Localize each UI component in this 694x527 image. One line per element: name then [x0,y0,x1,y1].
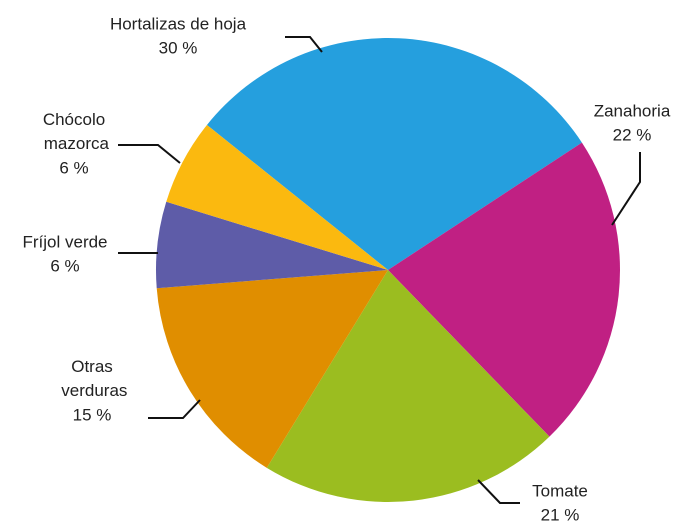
value-label: 6 % [59,158,88,177]
slice-label: Fríjol verde [22,232,107,251]
leader-line [118,144,181,164]
leader-line [611,152,641,226]
label-line: Chócolo [43,110,105,129]
slice-label: Hortalizas de hoja [110,14,247,33]
value-label: 21 % [541,505,580,524]
pie-slice [206,37,582,270]
pie-slice [388,142,620,437]
slice-label: Chócolo mazorca [39,110,109,153]
value-label: 30 % [159,38,198,57]
leader-line [477,479,520,504]
pie-slice [156,201,388,289]
label-line: mazorca [39,134,109,153]
value-label: 15 % [73,405,112,424]
leader-line [148,399,201,419]
value-label: 22 % [613,125,652,144]
value-label: 6 % [50,256,79,275]
pie-slice [156,270,388,468]
label-line: verduras [57,381,128,400]
pie-slice [166,124,388,271]
slice-label: Zanahoria [594,101,671,120]
slice-label: Otras verduras [57,357,128,400]
slice-label: Tomate [532,481,588,500]
leader-line [285,36,323,53]
label-line: Otras [71,357,113,376]
pie-slice [266,270,550,502]
